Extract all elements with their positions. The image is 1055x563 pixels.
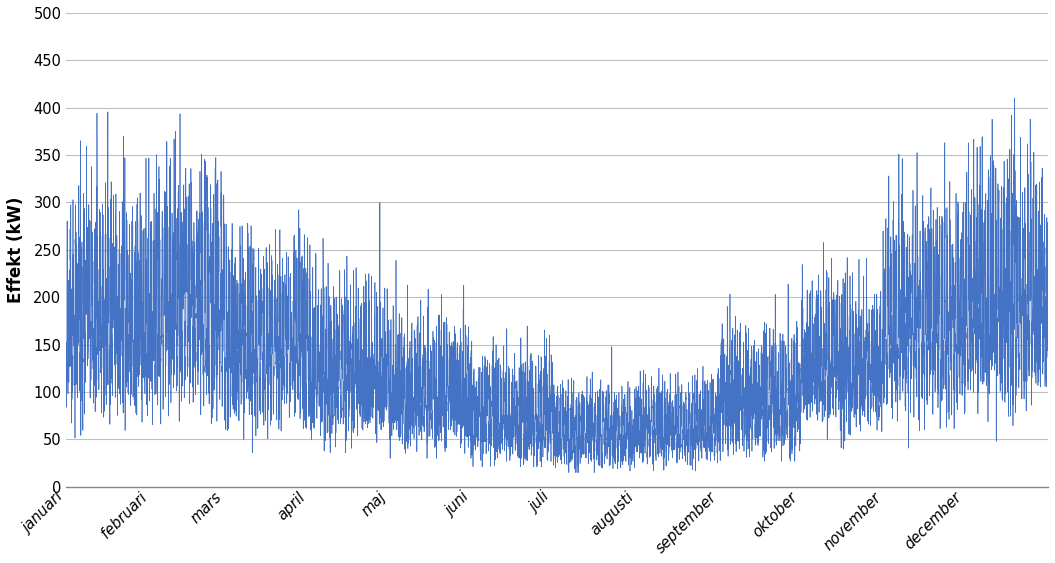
Y-axis label: Effekt (kW): Effekt (kW) [7,196,25,303]
